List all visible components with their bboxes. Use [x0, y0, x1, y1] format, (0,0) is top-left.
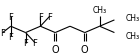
Text: F: F: [8, 12, 13, 21]
Text: F: F: [0, 29, 5, 37]
Text: F: F: [47, 12, 52, 21]
Text: F: F: [8, 32, 13, 41]
Text: CH₃: CH₃: [93, 6, 107, 15]
Text: O: O: [51, 44, 59, 54]
Text: F: F: [23, 39, 28, 47]
Text: CH₃: CH₃: [125, 31, 139, 40]
Text: O: O: [81, 44, 89, 54]
Text: F: F: [38, 12, 43, 21]
Text: CH₃: CH₃: [125, 14, 139, 22]
Text: F: F: [33, 39, 37, 47]
